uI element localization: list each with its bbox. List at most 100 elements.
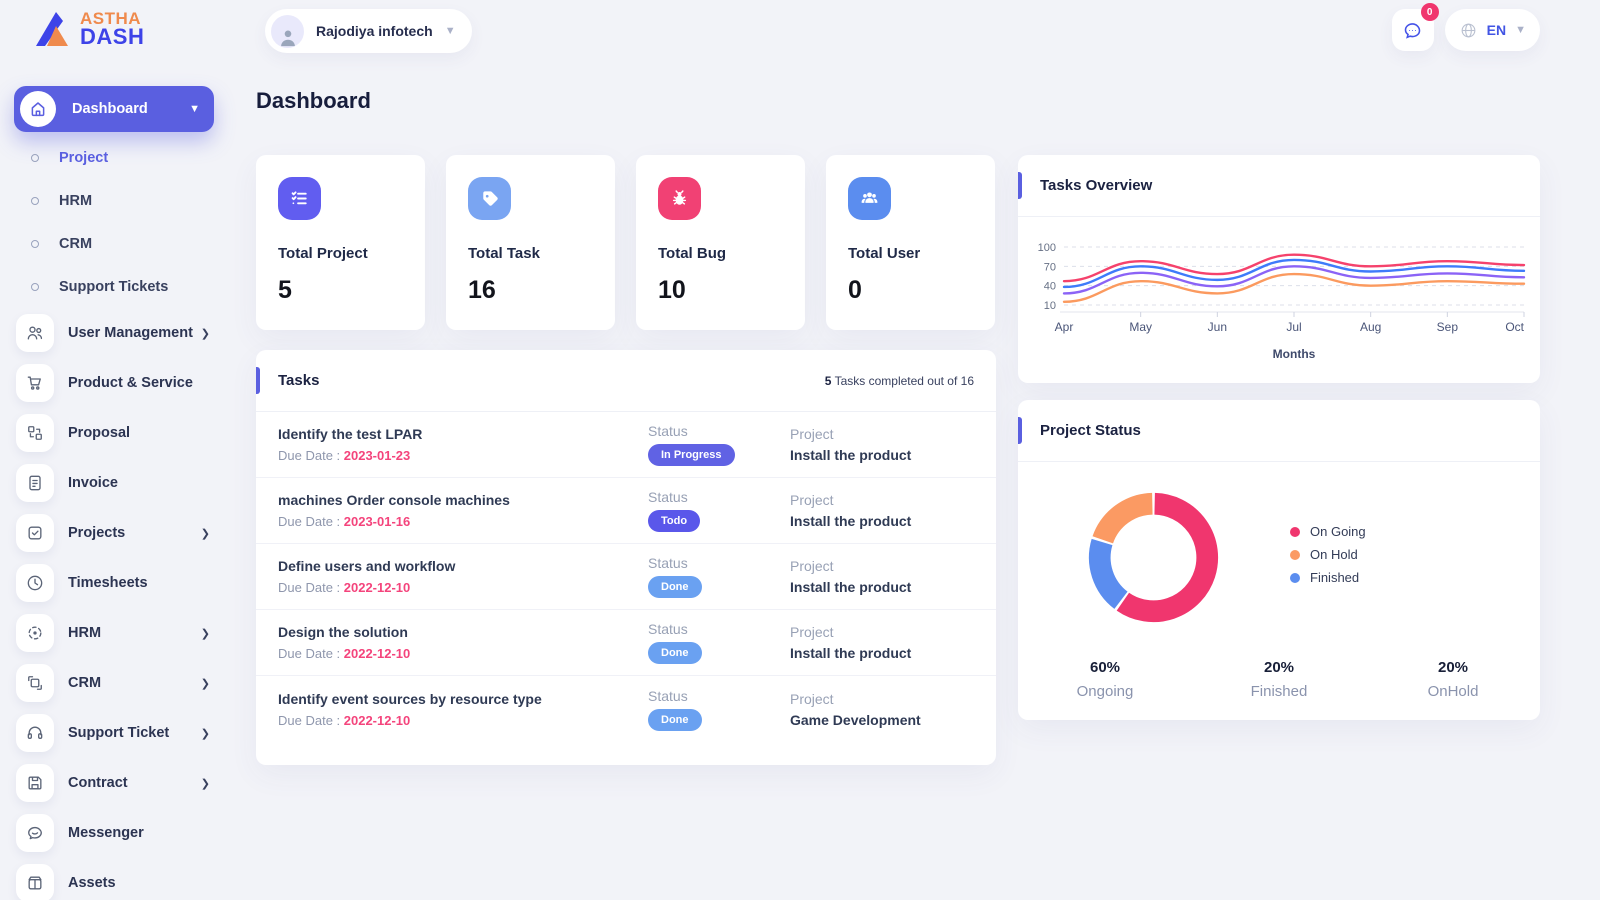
sidebar-item-dashboard[interactable]: Dashboard ▼ [14, 86, 214, 132]
svg-text:70: 70 [1044, 261, 1056, 273]
status-badge: In Progress [648, 444, 735, 466]
users-icon [861, 192, 878, 203]
bullet-icon [31, 153, 39, 162]
task-due-date: 2022-12-10 [343, 646, 411, 661]
notification-badge: 0 [1420, 3, 1439, 21]
task-row[interactable]: machines Order console machines Due Date… [256, 478, 996, 544]
task-name: Define users and workflow [278, 558, 456, 574]
chat-icon [1404, 22, 1421, 39]
stat-value: 0 [848, 276, 862, 304]
chevron-right-icon: ❯ [200, 627, 210, 640]
svg-text:Oct: Oct [1505, 320, 1524, 334]
messages-button[interactable]: 0 [1391, 3, 1439, 51]
task-project: Game Development [790, 711, 921, 728]
stat-card-total-task: Total Task 16 [446, 155, 615, 330]
workspace-name: Rajodiya infotech [316, 23, 433, 39]
svg-text:Months: Months [1273, 347, 1316, 361]
svg-text:100: 100 [1038, 242, 1056, 254]
sidebar-nav: User Management ❯ Product & Service Prop… [0, 308, 232, 900]
hrm-icon [28, 626, 42, 640]
task-name: Design the solution [278, 624, 408, 640]
task-row[interactable]: Design the solution Due Date : 2022-12-1… [256, 610, 996, 676]
task-due-date: 2023-01-16 [343, 514, 411, 529]
user-icon [280, 29, 295, 46]
status-badge: Done [648, 708, 702, 731]
chevron-down-icon: ▼ [1515, 24, 1526, 36]
tasks-card: Tasks 5 Tasks completed out of 16 Identi… [256, 350, 996, 765]
stat-label: Total User [848, 245, 921, 262]
svg-text:Aug: Aug [1360, 320, 1381, 334]
project-status-donut-chart [1088, 492, 1219, 623]
task-row[interactable]: Identify event sources by resource type … [256, 676, 996, 742]
sidebar-item-invoice[interactable]: Invoice [0, 458, 232, 508]
project-status-title: Project Status [1040, 422, 1141, 439]
stat-finished: 20% Finished [1250, 659, 1308, 700]
contract-icon [28, 776, 42, 790]
headset-icon [27, 726, 43, 740]
stat-card-total-bug: Total Bug 10 [636, 155, 805, 330]
messenger-icon [28, 826, 42, 840]
project-status-stats: 60% Ongoing 20% Finished 20% OnHold [1018, 659, 1540, 700]
task-due-date: 2023-01-23 [343, 448, 411, 463]
chevron-down-icon: ▼ [444, 25, 456, 37]
stats-row: Total Project 5 Total Task 16 Total Bug … [256, 155, 996, 330]
task-row[interactable]: Define users and workflow Due Date : 202… [256, 544, 996, 610]
svg-text:May: May [1129, 320, 1152, 334]
status-badge: Todo [648, 510, 701, 532]
globe-icon [1461, 23, 1476, 37]
stat-value: 5 [278, 276, 292, 304]
chevron-right-icon: ❯ [200, 527, 210, 540]
sidebar-item-label: Dashboard [72, 101, 148, 117]
projects-icon [28, 526, 42, 540]
sidebar-item-product-service[interactable]: Product & Service [0, 358, 232, 408]
sidebar-item-messenger[interactable]: Messenger [0, 808, 232, 858]
sidebar-item-proposal[interactable]: Proposal [0, 408, 232, 458]
task-project: Install the product [790, 579, 912, 595]
tasks-overview-card: Tasks Overview 100 70 40 10 Apr May Jun Jul Aug S… [1018, 155, 1540, 383]
bullet-icon [31, 239, 39, 248]
bullet-icon [31, 282, 39, 291]
stat-value: 10 [658, 276, 686, 304]
home-icon [31, 102, 45, 117]
legend-dot-icon [1290, 572, 1300, 583]
stat-onhold: 20% OnHold [1427, 659, 1479, 700]
stat-label: Total Project [278, 245, 368, 262]
crm-icon [28, 676, 42, 690]
task-name: Identify event sources by resource type [278, 690, 542, 707]
sidebar-subitem-support-tickets[interactable]: Support Tickets [0, 265, 232, 308]
legend-item: On Hold [1290, 543, 1366, 566]
sidebar-subitem-hrm[interactable]: HRM [0, 179, 232, 222]
chevron-right-icon: ❯ [200, 727, 210, 740]
avatar [271, 14, 304, 48]
language-selector[interactable]: EN ▼ [1444, 9, 1540, 51]
sidebar-item-hrm[interactable]: HRM ❯ [0, 608, 232, 658]
svg-text:Jun: Jun [1208, 320, 1227, 334]
bug-icon [672, 190, 687, 205]
workspace-selector[interactable]: Rajodiya infotech ▼ [265, 9, 472, 53]
sidebar-subitem-crm[interactable]: CRM [0, 222, 232, 265]
sidebar-item-projects[interactable]: Projects ❯ [0, 508, 232, 558]
sidebar-item-crm[interactable]: CRM ❯ [0, 658, 232, 708]
stat-card-total-project: Total Project 5 [256, 155, 425, 330]
task-project: Install the product [790, 645, 912, 661]
accent-bar [1018, 417, 1022, 444]
task-project: Install the product [790, 447, 912, 463]
sidebar-item-user-management[interactable]: User Management ❯ [0, 308, 232, 358]
task-due-date: 2022-12-10 [343, 712, 411, 728]
svg-text:Sep: Sep [1437, 320, 1459, 334]
chevron-right-icon: ❯ [200, 327, 210, 340]
sidebar-item-contract[interactable]: Contract ❯ [0, 758, 232, 808]
task-row[interactable]: Identify the test LPAR Due Date : 2023-0… [256, 412, 996, 478]
svg-text:Jul: Jul [1286, 320, 1301, 334]
project-status-card: Project Status On Going On Hold Finished… [1018, 400, 1540, 720]
proposal-icon [28, 426, 42, 440]
brand-logo[interactable]: ASTHA DASH [34, 8, 144, 50]
page-title: Dashboard [256, 88, 371, 113]
brand-name-bottom: DASH [80, 23, 145, 49]
sidebar-subitem-project[interactable]: Project [0, 136, 232, 179]
sidebar-item-timesheets[interactable]: Timesheets [0, 558, 232, 608]
sidebar-item-support-ticket[interactable]: Support Ticket ❯ [0, 708, 232, 758]
stat-label: Total Bug [658, 245, 727, 262]
stat-card-total-user: Total User 0 [826, 155, 995, 330]
sidebar-item-assets[interactable]: Assets [0, 858, 232, 900]
